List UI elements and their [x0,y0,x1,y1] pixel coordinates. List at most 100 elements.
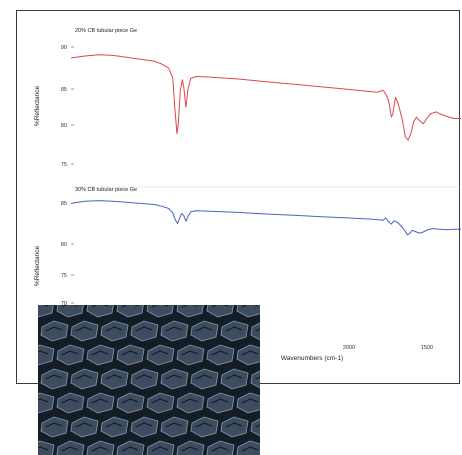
top-spectrum-panel: 20% CB tubular piece Ge %Reflectance 90 8… [34,28,461,168]
tread-sipe [121,398,139,404]
tread-sipe [121,350,139,356]
tread-block [160,416,189,438]
tread-sipe [121,446,139,452]
tread-block [130,320,159,342]
y-tick-label: 80 [61,123,67,129]
tread-sipe [211,305,229,308]
tread-block [190,416,219,438]
tread-sipe [61,446,79,452]
tread-sipe [91,350,109,356]
tread-block [38,344,55,366]
tread-block [100,320,129,342]
tread-block [206,305,234,318]
bottom-panel-ylabel: %Reflectance [34,246,41,286]
y-tick-label: 85 [61,201,67,207]
tread-block [70,320,99,342]
tread-sipe [45,326,63,332]
tread-sipe [105,374,123,380]
tread-sipe [91,398,109,404]
tread-block [236,344,260,366]
tread-block [86,344,115,366]
y-tick-label: 75 [61,273,67,279]
tread-block [116,392,145,414]
tread-sipe [195,422,213,428]
tread-block [176,392,205,414]
tread-sipe [61,350,79,356]
tread-sipe [211,350,229,356]
tread-sipe [195,374,213,380]
tread-block [38,392,55,414]
tread-block [190,320,219,342]
tread-block [220,416,249,438]
tread-block [38,440,55,455]
tread-block [86,305,114,318]
tread-sipe [105,326,123,332]
y-tick-label: 75 [61,162,67,168]
x-tick-label: 2000 [343,345,355,351]
tread-block [160,320,189,342]
tread-block [86,440,115,455]
tread-sipe [45,374,63,380]
y-tick-label: 70 [61,301,67,307]
tread-sipe [135,374,153,380]
top-panel-ylabel: %Reflectance [34,86,41,126]
tread-sipe [91,446,109,452]
tread-sipe [225,326,243,332]
tread-block [70,416,99,438]
tread-block [130,416,159,438]
tread-block [176,440,205,455]
x-tick-label: 1500 [421,345,433,351]
spectra-chart: 20% CB tubular piece Ge %Reflectance 90 8… [34,28,461,362]
tread-block [146,305,174,318]
tread-sipe [225,422,243,428]
tread-block [220,368,249,390]
tread-block [86,392,115,414]
tread-sipe [181,305,199,308]
tread-block [56,344,85,366]
top-spectrum-line [70,54,461,141]
tread-block [236,392,260,414]
tread-block [56,440,85,455]
bottom-panel-title: 30% CB tubular piece Ge [75,187,137,193]
tread-block [40,416,69,438]
tread-sipe [75,326,93,332]
tread-sipe [61,398,79,404]
tread-sipe [135,326,153,332]
tread-sipe [151,350,169,356]
tread-sipe [181,350,199,356]
tread-block [250,370,260,389]
tread-sipe [135,422,153,428]
tread-block [56,305,84,318]
tread-block [38,305,54,318]
tread-block [100,368,129,390]
tread-sipe [225,374,243,380]
tread-block [146,440,175,455]
tire-tread-photo [38,305,260,455]
tread-sipe [255,376,260,380]
bottom-spectrum-line [70,200,461,236]
tread-sipe [195,326,213,332]
tread-sipe [165,422,183,428]
tread-sipe [61,305,79,308]
tread-sipe [181,446,199,452]
tread-block [160,368,189,390]
tread-block [190,368,219,390]
y-tick-label: 90 [61,45,67,51]
tread-sipe [38,398,49,403]
tread-sipe [75,422,93,428]
tread-block [40,368,69,390]
y-tick-label: 80 [61,242,67,248]
tread-block [250,418,260,437]
tread-sipe [241,350,259,356]
bottom-panel-xlabel: Wavenumbers (cm-1) [281,355,343,362]
tread-sipe [241,398,259,404]
tread-sipe [45,422,63,428]
tread-sipe [165,326,183,332]
tread-sipe [255,328,260,332]
tread-block [116,344,145,366]
tread-sipe [211,446,229,452]
tread-sipe [151,398,169,404]
tread-sipe [151,446,169,452]
tread-block [56,392,85,414]
tread-block [220,320,249,342]
